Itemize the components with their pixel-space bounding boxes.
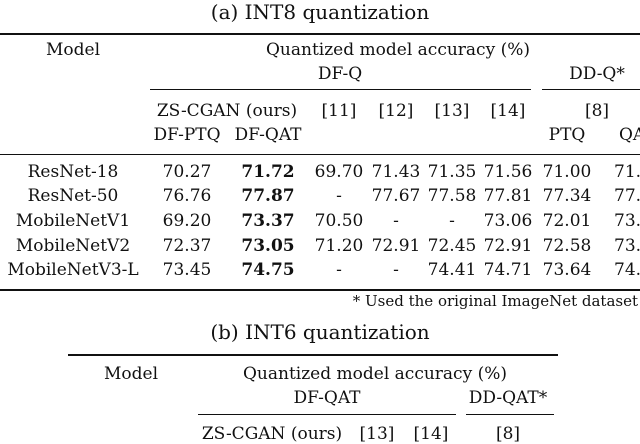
table-a-cell: 70.27 bbox=[162, 162, 212, 182]
table-a-ref13: [13] bbox=[434, 101, 470, 121]
table-a-group-header: Quantized model accuracy (%) bbox=[265, 40, 531, 60]
table-a-cell: 70.50 bbox=[314, 211, 364, 231]
table-a-model-name: ResNet-18 bbox=[27, 162, 119, 182]
table-a-cell: 77.81 bbox=[483, 186, 533, 206]
table-a-model-name: MobileNetV1 bbox=[15, 211, 131, 231]
table-a-cell: 74.75 bbox=[241, 260, 295, 280]
table-a-cell: 71.35 bbox=[427, 162, 477, 182]
table-a-cell: 74.97 bbox=[614, 260, 640, 280]
table-a-cell: - bbox=[449, 211, 455, 231]
table-a-cell: 71.82 bbox=[614, 162, 640, 182]
table-a-cell: 76.76 bbox=[162, 186, 212, 206]
table-a-cell: 71.00 bbox=[542, 162, 592, 182]
table-b-ref14: [14] bbox=[413, 424, 449, 444]
table-a-cell: 69.20 bbox=[162, 211, 212, 231]
table-b-caption: (b) INT6 quantization bbox=[210, 320, 430, 344]
table-b-dfqat-rule bbox=[198, 414, 456, 415]
table-a-cell: 72.91 bbox=[483, 236, 533, 256]
table-a-footnote: * Used the original ImageNet dataset bbox=[352, 292, 638, 310]
table-a-cell: 73.05 bbox=[241, 236, 295, 256]
table-a-ref8: [8] bbox=[584, 101, 610, 121]
table-a-ddq-label: DD-Q* bbox=[569, 64, 625, 84]
table-a-header-rule bbox=[0, 154, 640, 155]
table-a-model-name: MobileNetV2 bbox=[15, 236, 131, 256]
table-a-ref11: [11] bbox=[321, 101, 357, 121]
table-b-ref8: [8] bbox=[495, 424, 521, 444]
table-a-caption: (a) INT8 quantization bbox=[210, 0, 430, 24]
table-b-zs-label: ZS-CGAN (ours) bbox=[201, 424, 343, 444]
table-a-cell: 69.70 bbox=[314, 162, 364, 182]
table-a-cell: - bbox=[336, 186, 342, 206]
table-b-ddqat-rule bbox=[466, 414, 554, 415]
table-a-cell: 71.56 bbox=[483, 162, 533, 182]
table-a-ref12: [12] bbox=[378, 101, 414, 121]
table-a-cell: 71.72 bbox=[241, 162, 295, 182]
table-a-cell: 73.45 bbox=[162, 260, 212, 280]
table-b-model-header: Model bbox=[103, 364, 159, 384]
table-a-cell: 71.20 bbox=[314, 236, 364, 256]
table-b-group-header: Quantized model accuracy (%) bbox=[242, 364, 508, 384]
table-a-top-rule bbox=[0, 33, 640, 35]
table-a-cell: 72.45 bbox=[427, 236, 477, 256]
table-a-cell: 77.34 bbox=[542, 186, 592, 206]
table-a-cell: 74.41 bbox=[427, 260, 477, 280]
table-a-cell: 72.91 bbox=[371, 236, 421, 256]
table-b-dfqat-label: DF-QAT bbox=[293, 388, 361, 408]
table-a-dfq-label: DF-Q bbox=[317, 64, 363, 84]
table-a-bottom-rule bbox=[0, 289, 640, 291]
table-a-cell: 72.01 bbox=[542, 211, 592, 231]
table-a-cell: 71.43 bbox=[371, 162, 421, 182]
table-a-cell: 77.67 bbox=[371, 186, 421, 206]
table-a-model-header: Model bbox=[45, 40, 101, 60]
table-a-cell: 73.37 bbox=[241, 211, 295, 231]
table-a-cell: 77.58 bbox=[427, 186, 477, 206]
table-a-cell: 73.06 bbox=[483, 211, 533, 231]
table-a-cell: 72.58 bbox=[542, 236, 592, 256]
table-a-col-df-qat: DF-QAT bbox=[234, 125, 302, 145]
table-b-ref13: [13] bbox=[359, 424, 395, 444]
table-b-top-rule bbox=[68, 354, 558, 356]
table-a-cell: 74.71 bbox=[483, 260, 533, 280]
table-a-cell: - bbox=[393, 260, 399, 280]
table-a-cell: 77.86 bbox=[614, 186, 640, 206]
table-a-cell: - bbox=[336, 260, 342, 280]
table-b-ddqat-label: DD-QAT* bbox=[468, 388, 548, 408]
table-a-model-name: MobileNetV3-L bbox=[7, 260, 139, 280]
table-a-cell: - bbox=[393, 211, 399, 231]
table-a-cell: 73.54 bbox=[614, 211, 640, 231]
table-a-cell: 77.87 bbox=[241, 186, 295, 206]
table-a-col-dd-ptq: PTQ bbox=[548, 125, 586, 145]
table-a-col-df-ptq: DF-PTQ bbox=[153, 125, 221, 145]
table-a-ddq-rule bbox=[542, 89, 640, 90]
table-a-cell: 73.64 bbox=[542, 260, 592, 280]
table-a-model-name: ResNet-50 bbox=[27, 186, 119, 206]
table-a-cell: 72.37 bbox=[162, 236, 212, 256]
table-a-cell: 73.24 bbox=[614, 236, 640, 256]
table-a-dfq-rule bbox=[150, 89, 531, 90]
table-a-col-dd-qat: QAT bbox=[619, 125, 640, 145]
table-a-ref14: [14] bbox=[490, 101, 526, 121]
table-a-zs-label: ZS-CGAN (ours) bbox=[156, 101, 298, 121]
